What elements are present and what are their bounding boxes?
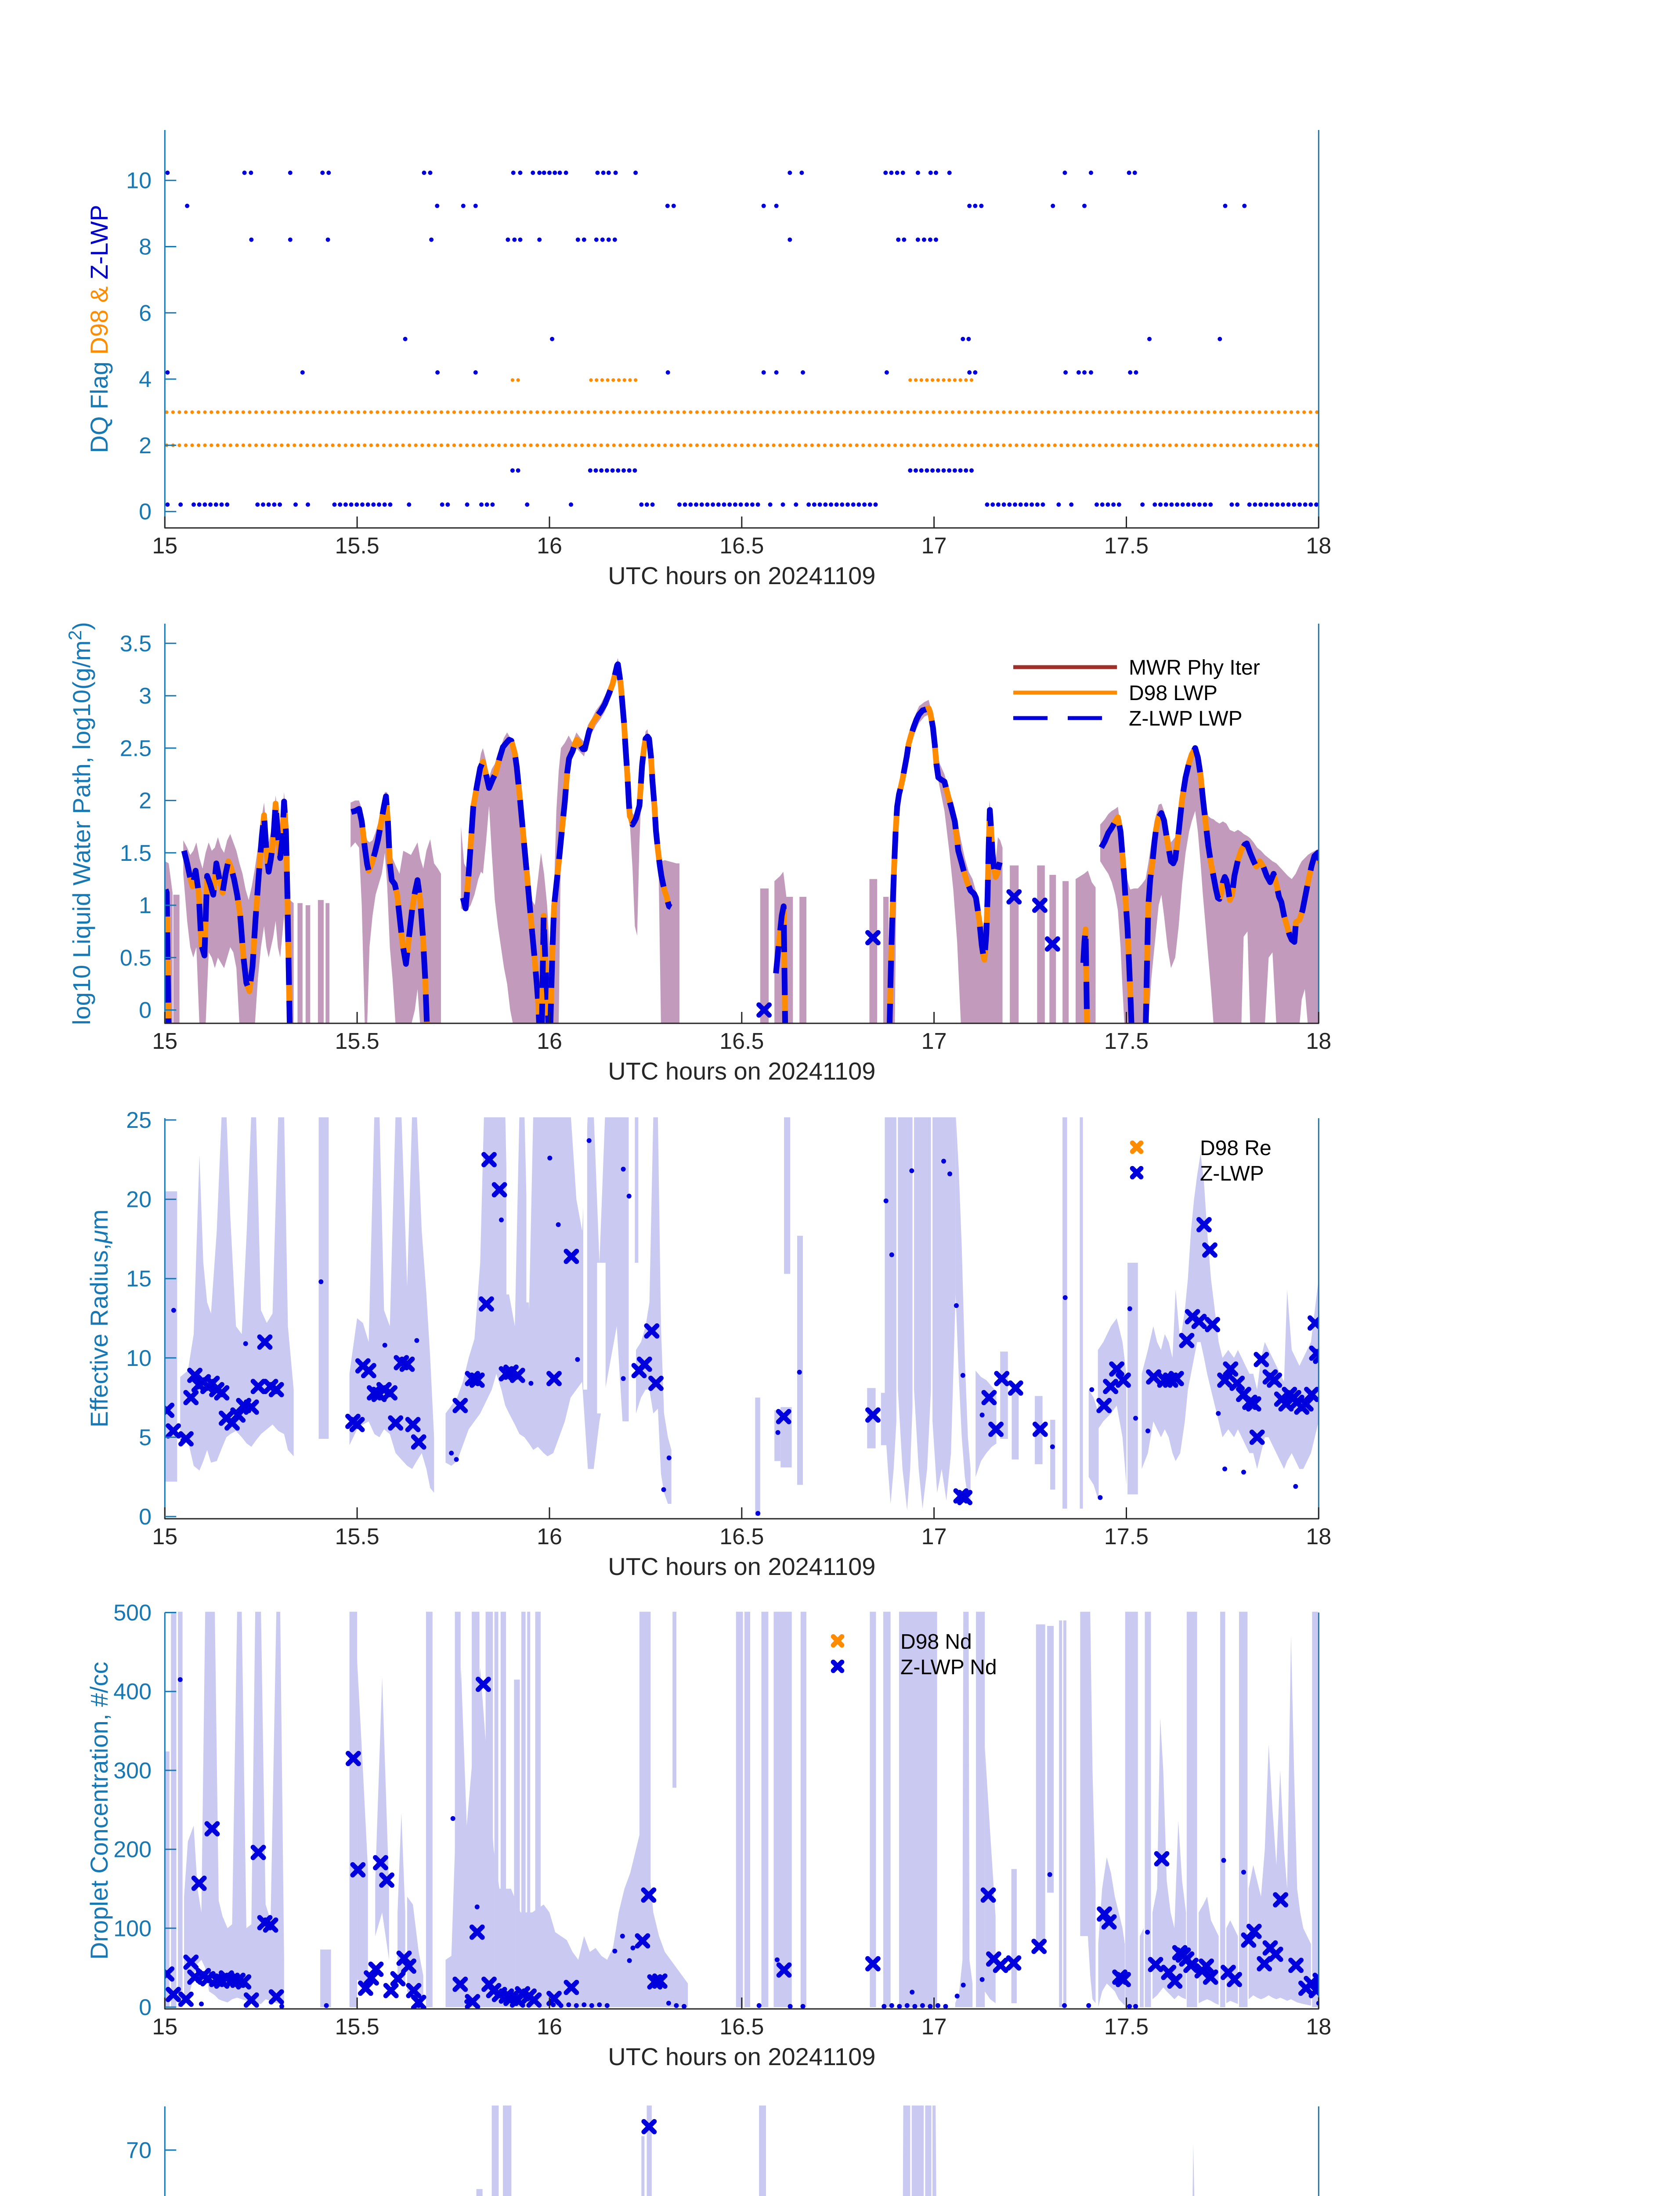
svg-text:6: 6 [139, 300, 152, 326]
svg-text:15: 15 [152, 1029, 177, 1054]
svg-text:2: 2 [139, 788, 152, 814]
svg-text:25: 25 [126, 1108, 152, 1133]
svg-text:Z-LWP: Z-LWP [1200, 1162, 1264, 1185]
svg-text:UTC hours on 20241109: UTC hours on 20241109 [608, 562, 875, 589]
svg-text:10: 10 [126, 1346, 152, 1371]
svg-text:17: 17 [921, 1524, 947, 1549]
svg-text:UTC hours on 20241109: UTC hours on 20241109 [608, 1553, 875, 1580]
svg-text:3: 3 [139, 683, 152, 709]
svg-text:500: 500 [113, 1600, 152, 1626]
svg-text:60: 60 [126, 2193, 152, 2196]
svg-text:16.5: 16.5 [719, 1524, 764, 1549]
svg-text:D98 Re: D98 Re [1200, 1137, 1272, 1160]
svg-text:15.5: 15.5 [335, 533, 379, 559]
svg-text:18: 18 [1306, 1029, 1331, 1054]
svg-text:17.5: 17.5 [1104, 1029, 1149, 1054]
svg-text:100: 100 [113, 1916, 152, 1941]
svg-text:0: 0 [139, 499, 152, 525]
svg-text:70: 70 [126, 2138, 152, 2163]
svg-text:log10 Liquid Water Path, log10: log10 Liquid Water Path, log10(g/m2) [65, 622, 95, 1025]
svg-text:0: 0 [139, 1504, 152, 1530]
svg-text:DQ Flag D98 & Z-LWP: DQ Flag D98 & Z-LWP [85, 205, 113, 453]
svg-text:UTC hours on 20241109: UTC hours on 20241109 [608, 2043, 875, 2070]
svg-text:Z-LWP LWP: Z-LWP LWP [1129, 707, 1243, 730]
svg-text:MWR Phy Iter: MWR Phy Iter [1129, 656, 1260, 679]
svg-text:15.5: 15.5 [335, 2014, 379, 2040]
svg-text:8: 8 [139, 235, 152, 260]
svg-text:15: 15 [152, 533, 177, 559]
svg-text:16.5: 16.5 [719, 1029, 764, 1054]
svg-text:16: 16 [537, 1524, 562, 1549]
svg-text:17.5: 17.5 [1104, 1524, 1149, 1549]
svg-text:1: 1 [139, 893, 152, 918]
svg-text:17: 17 [921, 1029, 947, 1054]
svg-text:16: 16 [537, 533, 562, 559]
svg-text:16: 16 [537, 1029, 562, 1054]
svg-text:4: 4 [139, 367, 152, 392]
svg-text:18: 18 [1306, 1524, 1331, 1549]
svg-text:17.5: 17.5 [1104, 2014, 1149, 2040]
svg-text:200: 200 [113, 1837, 152, 1863]
svg-text:Droplet Concentration, #/cc: Droplet Concentration, #/cc [85, 1662, 113, 1960]
svg-text:17: 17 [921, 533, 947, 559]
svg-text:15: 15 [126, 1266, 152, 1292]
svg-text:20: 20 [126, 1187, 152, 1213]
svg-text:15.5: 15.5 [335, 1029, 379, 1054]
svg-text:5: 5 [139, 1425, 152, 1450]
svg-text:400: 400 [113, 1679, 152, 1705]
svg-text:10: 10 [126, 168, 152, 194]
svg-text:16.5: 16.5 [719, 2014, 764, 2040]
svg-text:0: 0 [139, 998, 152, 1023]
svg-text:15: 15 [152, 2014, 177, 2040]
svg-text:300: 300 [113, 1758, 152, 1784]
svg-text:16.5: 16.5 [719, 533, 764, 559]
svg-text:1.5: 1.5 [120, 841, 152, 866]
svg-text:2.5: 2.5 [120, 736, 152, 761]
svg-text:2: 2 [139, 433, 152, 459]
svg-text:18: 18 [1306, 2014, 1331, 2040]
svg-text:17.5: 17.5 [1104, 533, 1149, 559]
svg-text:15.5: 15.5 [335, 1524, 379, 1549]
svg-text:0.5: 0.5 [120, 945, 152, 971]
svg-text:UTC hours on 20241109: UTC hours on 20241109 [608, 1057, 875, 1085]
svg-text:15: 15 [152, 1524, 177, 1549]
svg-text:17: 17 [921, 2014, 947, 2040]
svg-text:18: 18 [1306, 533, 1331, 559]
svg-text:D98 LWP: D98 LWP [1129, 682, 1218, 705]
svg-text:3.5: 3.5 [120, 631, 152, 657]
svg-text:16: 16 [537, 2014, 562, 2040]
svg-text:Effective Radius,μm: Effective Radius,μm [85, 1210, 113, 1428]
svg-text:0: 0 [139, 1995, 152, 2020]
svg-text:Z-LWP Nd: Z-LWP Nd [900, 1656, 997, 1679]
svg-text:D98 Nd: D98 Nd [900, 1630, 972, 1654]
